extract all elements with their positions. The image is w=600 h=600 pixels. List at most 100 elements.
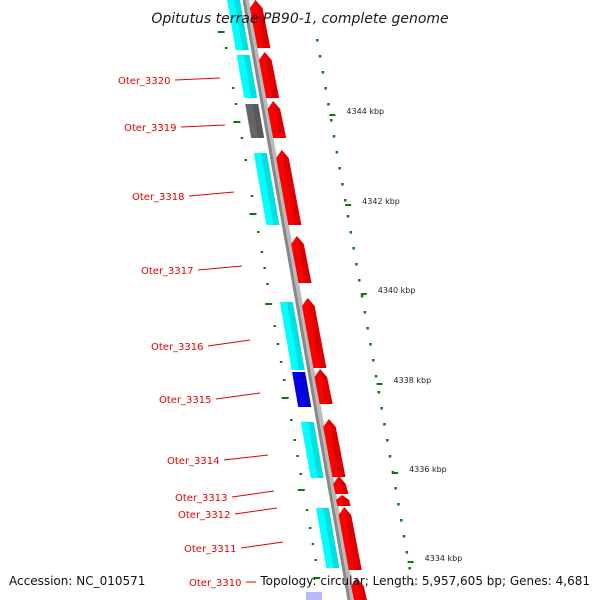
scale-dot bbox=[408, 567, 411, 570]
scale-dot bbox=[324, 87, 327, 90]
gene-arrow-4 bbox=[276, 150, 302, 225]
scale-dot bbox=[400, 519, 403, 522]
cds-box-6-shade bbox=[299, 372, 312, 407]
scale-dot bbox=[394, 487, 397, 490]
map-title: Opitutus terrae PB90-1, complete genome bbox=[151, 11, 448, 27]
gene-leader-line bbox=[234, 507, 278, 515]
gene-leader-line bbox=[188, 191, 235, 197]
gene-label-oter-3318: Oter_3318 bbox=[132, 192, 185, 203]
scale-dot bbox=[377, 391, 381, 394]
scale-dot bbox=[349, 231, 353, 234]
scale-dot bbox=[366, 327, 369, 330]
scale-dot bbox=[358, 279, 361, 282]
chromosome-backbone bbox=[242, 0, 355, 600]
gene-labels: Oter_3320 Oter_3319 Oter_3318 Oter_3317 Oter… bbox=[118, 76, 242, 589]
kbp-label: 4342 kbp bbox=[362, 197, 400, 206]
gene-arrow-10 bbox=[335, 495, 351, 506]
gene-arrow-2-shade bbox=[264, 52, 280, 98]
low-gc-segment bbox=[306, 592, 322, 600]
kbp-label: 4336 kbp bbox=[409, 465, 447, 474]
kbp-label: 4338 kbp bbox=[394, 376, 432, 385]
cds-box-4 bbox=[253, 153, 280, 225]
kbp-scale: 4344 kbp 4342 kbp 4340 kbp 4338 kbp 4336 kbp… bbox=[329, 107, 462, 563]
gene-leader-line bbox=[180, 124, 226, 128]
cds-box-4-shade bbox=[260, 153, 280, 225]
cds-box-7-shade bbox=[308, 422, 324, 478]
cds-box-5 bbox=[279, 302, 305, 370]
gene-arrow-7 bbox=[314, 369, 333, 404]
scale-dot bbox=[338, 167, 341, 170]
gene-arrow-3-shade bbox=[273, 101, 287, 138]
gene-arrow-11 bbox=[338, 507, 362, 570]
gene-arrow-8 bbox=[323, 419, 346, 477]
cds-box-8 bbox=[315, 508, 340, 568]
gene-label-oter-3312: Oter_3312 bbox=[178, 510, 231, 521]
scale-dot bbox=[402, 535, 406, 538]
scale-dot bbox=[335, 151, 339, 154]
gene-label-oter-3311: Oter_3311 bbox=[184, 544, 237, 555]
cds-box-2-shade bbox=[243, 55, 258, 98]
scale-dot bbox=[330, 119, 333, 122]
gene-arrow-3 bbox=[267, 101, 287, 138]
scale-dot bbox=[360, 295, 364, 298]
gene-label-oter-3314: Oter_3314 bbox=[167, 456, 220, 467]
gene-arrow-10-shade bbox=[342, 495, 351, 506]
scale-dot bbox=[383, 423, 386, 426]
gene-leader-line bbox=[223, 454, 269, 461]
gene-leader-line bbox=[231, 490, 275, 498]
gene-arrow-2 bbox=[259, 52, 280, 98]
scale-dot bbox=[380, 407, 383, 410]
gene-arrow-6-shade bbox=[307, 298, 327, 368]
cds-box-3 bbox=[245, 104, 265, 138]
scale-dot bbox=[363, 311, 367, 314]
cds-box-1 bbox=[227, 0, 249, 50]
gene-arrow-6 bbox=[302, 298, 327, 368]
scale-dot bbox=[316, 39, 319, 42]
gene-arrow-7-shade bbox=[320, 369, 333, 404]
scale-dot bbox=[352, 247, 355, 250]
inner-ticks bbox=[217, 31, 321, 579]
gene-leader-line bbox=[215, 392, 261, 400]
gene-arrow-4-shade bbox=[281, 150, 302, 225]
gene-arrow-9 bbox=[333, 476, 349, 494]
gene-arrow-12 bbox=[351, 578, 367, 600]
scale-dot bbox=[346, 215, 350, 218]
cds-box-8-shade bbox=[323, 508, 340, 568]
scale-dot bbox=[344, 199, 347, 202]
gene-label-oter-3317: Oter_3317 bbox=[141, 266, 194, 277]
accession-text: Accession: NC_010571 bbox=[9, 574, 145, 588]
gene-arrow-8-shade bbox=[328, 419, 346, 477]
label-leaders bbox=[174, 77, 284, 583]
kbp-label: 4340 kbp bbox=[378, 286, 416, 295]
scale-dot bbox=[372, 359, 375, 362]
cds-box-5-shade bbox=[287, 302, 305, 370]
gene-label-oter-3315: Oter_3315 bbox=[159, 395, 212, 406]
gene-leader-line bbox=[197, 265, 243, 271]
gene-arrow-5 bbox=[291, 236, 312, 283]
gene-features bbox=[227, 0, 367, 600]
topology-text: Topology: circular; Length: 5,957,605 bp… bbox=[259, 574, 590, 588]
gene-arrow-1-shade bbox=[255, 0, 271, 48]
cds-box-2 bbox=[236, 55, 258, 98]
cds-box-3-shade bbox=[252, 104, 265, 138]
scale-dot bbox=[411, 583, 414, 586]
scale-dot bbox=[332, 135, 336, 138]
gene-label-oter-3316: Oter_3316 bbox=[151, 342, 204, 353]
gene-arrow-1 bbox=[249, 0, 271, 48]
scale-dot bbox=[341, 183, 344, 186]
scale-dot bbox=[355, 263, 358, 266]
scale-dot bbox=[321, 71, 325, 74]
scale-dot bbox=[374, 375, 378, 378]
gene-label-oter-3313: Oter_3313 bbox=[175, 493, 228, 504]
gene-leader-line bbox=[207, 339, 251, 347]
cds-box-1-shade bbox=[234, 0, 249, 50]
scale-dot bbox=[369, 343, 372, 346]
kbp-label: 4334 kbp bbox=[425, 554, 463, 563]
gene-leader-line bbox=[174, 77, 221, 81]
backbone-shadow bbox=[243, 0, 355, 600]
gene-leader-line bbox=[240, 541, 284, 549]
gene-arrow-9-shade bbox=[338, 476, 349, 494]
gene-arrow-5-shade bbox=[296, 236, 312, 283]
gene-arrow-12-shade bbox=[356, 578, 367, 600]
